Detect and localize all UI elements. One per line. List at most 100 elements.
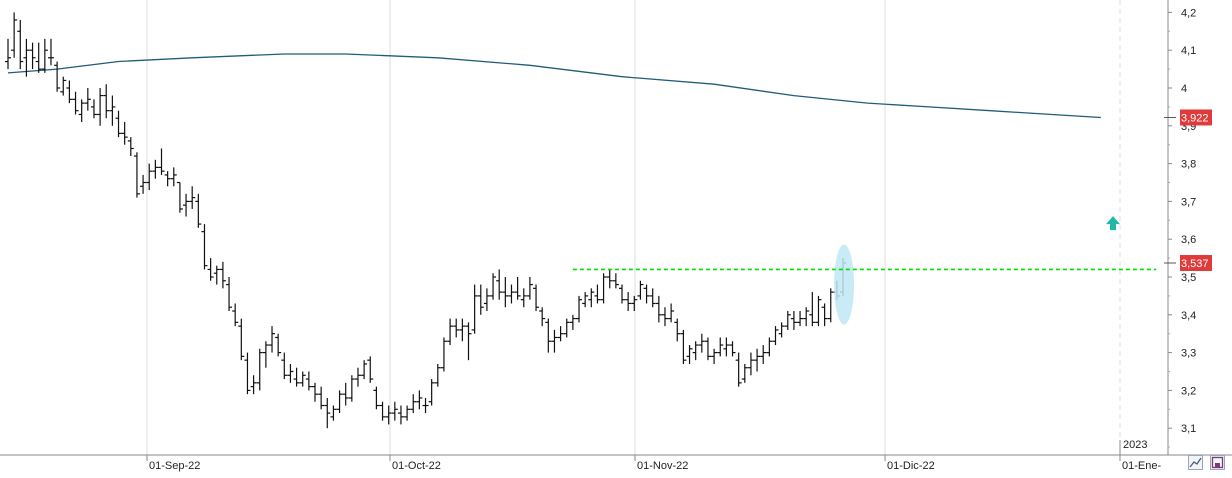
ohlc-bar	[582, 292, 589, 308]
ohlc-bar	[533, 284, 540, 312]
ohlc-bar	[330, 405, 337, 421]
ohlc-bar	[508, 284, 515, 304]
ohlc-bar	[496, 269, 503, 300]
ohlc-bar	[379, 401, 386, 421]
ohlc-bar	[109, 95, 116, 126]
ohlc-bar	[336, 390, 343, 414]
ohlc-bar	[803, 307, 810, 327]
ohlc-bar	[680, 329, 687, 364]
ohlc-bar	[465, 322, 472, 361]
ohlc-bar	[299, 371, 306, 387]
ohlc-bar	[471, 284, 478, 334]
save-icon	[1211, 456, 1224, 469]
ohlc-bar	[698, 333, 705, 353]
ma-value-badge-box	[1180, 109, 1212, 126]
ohlc-bar	[600, 273, 607, 304]
ohlc-bar	[569, 314, 576, 330]
y-tick-label: 3,2	[1181, 385, 1196, 397]
ohlc-bar	[827, 288, 834, 323]
y-tick-label: 4,2	[1181, 7, 1196, 19]
y-tick-label: 4	[1181, 83, 1187, 95]
y-tick-label: 3,4	[1181, 310, 1196, 322]
line-chart-icon	[1189, 457, 1202, 468]
ohlc-bar	[447, 318, 454, 346]
ohlc-bar	[704, 337, 711, 361]
ohlc-bar	[152, 159, 159, 179]
ohlc-bar	[312, 382, 318, 402]
ohlc-bar	[293, 367, 300, 387]
ohlc-bar	[219, 261, 226, 289]
y-tick-label: 3,7	[1181, 196, 1196, 208]
ohlc-bar	[563, 318, 570, 338]
ohlc-bar	[717, 337, 724, 357]
ohlc-bar	[778, 322, 785, 338]
ohlc-bar	[502, 277, 509, 308]
y-tick-label: 3,5	[1181, 272, 1196, 284]
ohlc-bar	[342, 382, 349, 406]
ohlc-bar	[158, 148, 165, 175]
ohlc-bar	[60, 76, 67, 96]
ohlc-bar	[526, 277, 533, 300]
ohlc-bar	[281, 352, 288, 380]
ohlc-bar	[367, 356, 374, 383]
ohlc-bar	[766, 337, 773, 357]
ohlc-bar	[133, 152, 140, 198]
ohlc-bar	[207, 258, 214, 281]
ohlc-bar	[121, 122, 128, 145]
up-arrow-icon	[1106, 216, 1120, 231]
ohlc-bar	[146, 163, 153, 191]
ohlc-bar	[428, 379, 435, 406]
x-tick-label: 01-Nov-22	[637, 460, 688, 472]
y-tick-label: 3,8	[1181, 159, 1196, 171]
ohlc-bar	[588, 288, 595, 308]
ohlc-bar	[422, 397, 429, 414]
ohlc-bar	[619, 284, 625, 304]
ohlc-bar	[226, 277, 233, 312]
ohlc-bar	[90, 99, 97, 119]
ohlc-bar	[661, 307, 668, 327]
ohlc-bar	[576, 295, 583, 323]
save-chart-button[interactable]	[1210, 455, 1225, 470]
ohlc-bar	[176, 181, 183, 213]
ohlc-bar	[78, 99, 85, 123]
x-tick-label: 01-Sep-22	[149, 460, 200, 472]
ohlc-bar	[305, 371, 312, 391]
y-tick-label: 3,3	[1181, 348, 1196, 360]
ohlc-bar	[741, 363, 748, 383]
last-price-badge-text: 3,537	[1181, 258, 1209, 270]
ohlc-bar	[195, 193, 202, 228]
grid-layer	[146, 0, 1121, 455]
moving-average-line	[7, 53, 1101, 119]
ohlc-bar	[483, 288, 490, 312]
ohlc-bar	[686, 345, 693, 364]
ohlc-bar	[674, 318, 681, 342]
ohlc-bar	[287, 363, 294, 383]
ohlc-bar	[612, 273, 619, 289]
y-tick-label: 4,1	[1181, 45, 1196, 57]
ohlc-bar	[649, 288, 656, 308]
ohlc-bar	[244, 352, 251, 395]
chart-type-button[interactable]	[1188, 455, 1203, 470]
ohlc-bar	[23, 38, 30, 77]
ohlc-bar	[784, 311, 791, 330]
ohlc-bar	[735, 352, 742, 387]
ohlc-bar	[692, 341, 699, 361]
ohlc-bar	[790, 311, 797, 330]
ohlc-bar	[213, 265, 220, 285]
ohlc-bar	[391, 401, 398, 421]
ohlc-bar	[11, 12, 18, 58]
ohlc-bar	[551, 329, 558, 353]
ohlc-bar	[238, 318, 245, 361]
ohlc-bar	[453, 318, 460, 338]
ohlc-bar	[711, 348, 718, 364]
y-tick-label: 3,1	[1181, 423, 1196, 435]
ohlc-bar	[140, 174, 147, 194]
ohlc-bar	[256, 348, 263, 391]
ohlc-bar	[41, 38, 48, 73]
ohlc-bar	[625, 292, 632, 312]
ohlc-bar	[354, 367, 361, 387]
ohlc-bar	[84, 88, 91, 111]
ohlc-bar	[747, 352, 754, 376]
